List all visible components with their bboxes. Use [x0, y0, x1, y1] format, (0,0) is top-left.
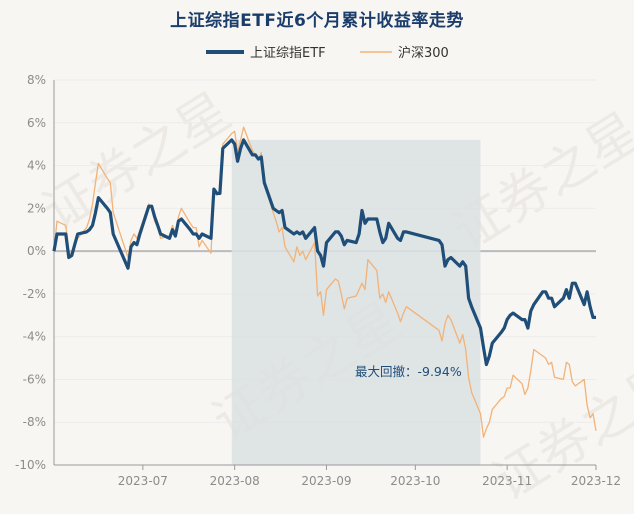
y-tick-label: -10%	[15, 458, 46, 472]
series-line-etf	[52, 138, 596, 367]
drawdown-label: 最大回撤：-9.94%	[355, 364, 462, 379]
y-tick-label: -2%	[23, 287, 46, 301]
x-tick-label: 2023-11	[482, 474, 532, 488]
y-tick-label: 8%	[27, 73, 46, 87]
legend-label-hs300: 沪深300	[398, 45, 449, 61]
y-tick-label: -4%	[23, 330, 46, 344]
drawdown-region	[231, 139, 481, 465]
plot-area: 8% 6% 4% 2% 0% -2% -4% -6% -8% -10% 2023-07 2023-08…	[15, 73, 621, 488]
y-tick-label: 6%	[27, 116, 46, 130]
legend: 上证综指ETF 沪深300	[206, 45, 449, 61]
x-tick-label: 2023-08	[210, 474, 260, 488]
y-tick-label: 4%	[27, 159, 46, 173]
y-tick-label: -6%	[23, 372, 46, 386]
chart-title: 上证综指ETF近6个月累计收益率走势	[170, 11, 464, 31]
x-tick-label: 2023-12	[571, 474, 621, 488]
x-tick-label: 2023-09	[301, 474, 351, 488]
y-tick-label: 2%	[27, 201, 46, 215]
x-tick-label: 2023-10	[390, 474, 440, 488]
y-tick-label: 0%	[27, 244, 46, 258]
line-chart: 上证综指ETF 沪深300 8% 6% 4% 2% 0% -2% -4% -6% -8% -10%…	[15, 45, 621, 488]
x-tick-label: 2023-07	[118, 474, 168, 488]
legend-label-etf: 上证综指ETF	[250, 46, 326, 61]
y-tick-label: -8%	[23, 415, 46, 429]
